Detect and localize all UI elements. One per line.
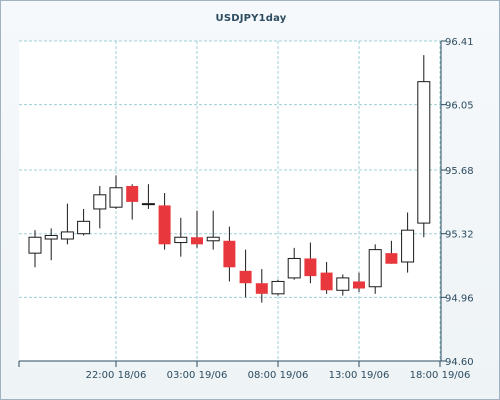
candle-body-bearish [126,185,139,202]
candle [109,175,123,209]
y-tick-label: 95.32 [445,230,474,241]
candle [206,210,220,250]
candle [320,261,333,294]
y-tick-label: 94.96 [445,293,474,304]
candle-body-bullish [206,236,220,242]
candle [191,210,203,248]
candle-body-bullish [93,194,107,210]
candle [126,184,139,220]
candle-body-bullish [109,187,123,208]
candle-body-bearish [353,281,365,289]
axes: 96.41 96.05 95.68 95.32 94.96 94.60 22:00 18/0… [18,37,474,381]
candle [28,230,42,268]
candle [304,242,317,284]
candle-body-bullish [271,280,285,295]
candle-body-bearish [255,283,268,294]
x-tick-label: 18:00 19/06 [410,370,471,381]
candle-body-bullish [174,236,188,244]
candle-body-bearish [304,258,317,277]
y-tick-label: 95.68 [445,166,474,177]
candle [255,269,268,303]
candle-body-bullish [368,249,382,288]
candle-body-bearish [191,237,203,245]
candle [287,247,301,280]
candle-body-bullish [336,277,350,291]
candle [93,185,107,229]
candle [77,208,91,236]
candle-body-bullish [287,257,301,279]
candle-body-bearish [385,253,398,264]
plot-background [19,41,441,361]
plot-area [19,41,441,361]
candle [417,55,431,238]
candle-body-bullish [77,220,91,235]
candle-body-bullish [417,81,431,224]
x-tick-label: 03:00 19/06 [167,370,228,381]
candle [368,244,382,294]
chart-title: USDJPY1day [215,13,287,24]
candle-body-bullish [60,231,74,240]
candle [239,249,252,298]
candle [385,240,398,264]
candle-body-bearish [158,205,171,245]
candle-body-bearish [320,272,333,291]
candle [401,212,415,273]
candle-body-bullish [28,236,42,254]
candle-body-bullish [141,203,155,206]
candle [353,272,365,293]
candle [223,226,236,282]
candle [271,279,285,296]
candle [336,274,350,296]
x-tick-label: 08:00 19/06 [248,370,309,381]
y-tick-label: 94.60 [445,357,474,368]
x-tick-label: 13:00 19/06 [329,370,390,381]
candle-body-bearish [223,240,236,268]
candle [141,184,155,209]
y-tick-label: 96.05 [445,101,474,112]
candle-body-bullish [401,229,415,263]
candle [44,228,58,261]
candles [28,55,431,303]
candle [158,193,171,250]
y-tick-label: 96.41 [445,37,474,48]
candle-body-bearish [239,270,252,284]
candle [174,217,188,257]
candle [60,203,74,245]
x-tick-label: 22:00 18/06 [86,370,147,381]
candle-body-bullish [44,234,58,240]
